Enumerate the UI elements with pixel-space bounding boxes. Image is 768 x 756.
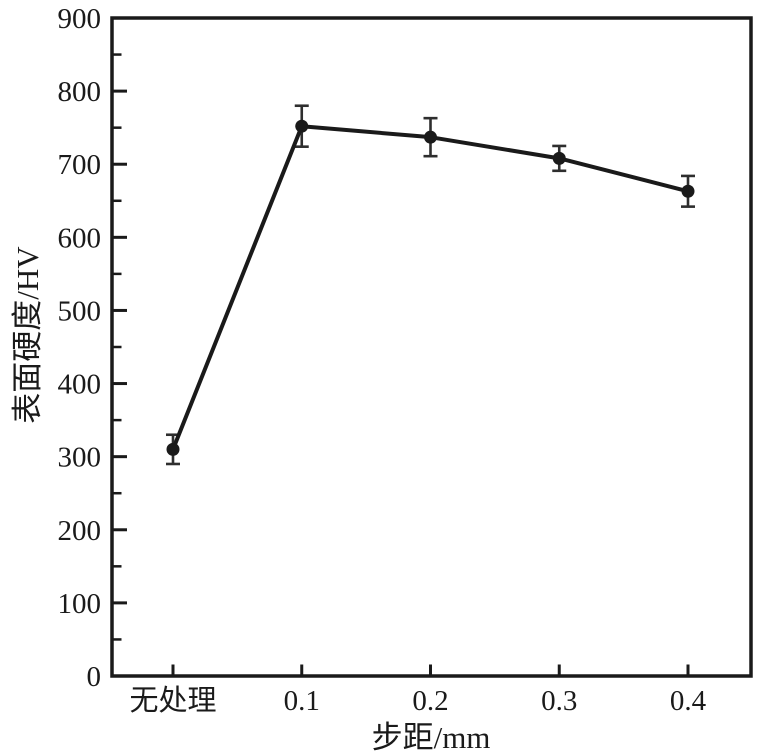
y-tick-label: 300	[58, 442, 102, 474]
y-tick-label: 700	[58, 149, 102, 181]
y-tick-label: 500	[58, 295, 102, 327]
data-point-marker	[295, 119, 309, 133]
x-tick-label: 0.3	[541, 685, 577, 717]
data-point-marker	[166, 442, 180, 456]
data-point-marker	[681, 184, 695, 198]
x-tick-label: 0.2	[412, 685, 448, 717]
y-axis-label: 表面硬度/HV	[10, 246, 45, 424]
x-tick-label: 0.4	[670, 685, 707, 717]
y-tick-label: 600	[58, 222, 102, 254]
y-tick-label: 900	[58, 3, 102, 35]
y-tick-label: 0	[87, 661, 102, 693]
data-point-marker	[424, 130, 437, 144]
series-line	[171, 124, 690, 452]
x-tick-label: 0.1	[284, 685, 320, 717]
plot-frame	[110, 16, 753, 678]
x-axis-label: 步距/mm	[372, 720, 491, 755]
x-tick-label: 无处理	[129, 684, 216, 717]
y-tick-label: 200	[58, 515, 102, 547]
y-tick-label: 400	[58, 369, 102, 401]
data-point-marker	[552, 151, 566, 165]
y-tick-label: 800	[58, 76, 102, 108]
y-tick-label: 100	[58, 588, 102, 620]
chart-plot-area: 0 100 200 300 400 500 600 700 800 900 无处理 0.1 0.2 0.3…	[58, 3, 753, 717]
